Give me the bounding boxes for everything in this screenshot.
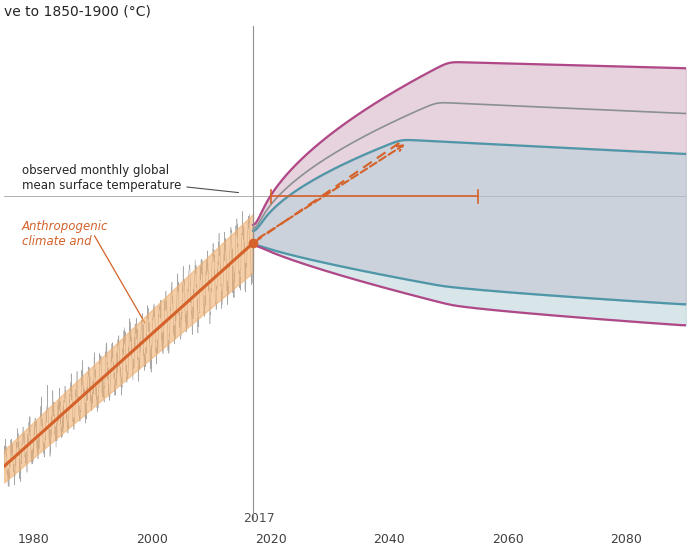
Text: observed monthly global
mean surface temperature: observed monthly global mean surface tem… — [22, 164, 239, 192]
Text: ve to 1850-1900 (°C): ve to 1850-1900 (°C) — [4, 4, 151, 18]
Text: 2017: 2017 — [243, 512, 275, 525]
Text: Anthropogenic
climate and: Anthropogenic climate and — [22, 221, 108, 249]
